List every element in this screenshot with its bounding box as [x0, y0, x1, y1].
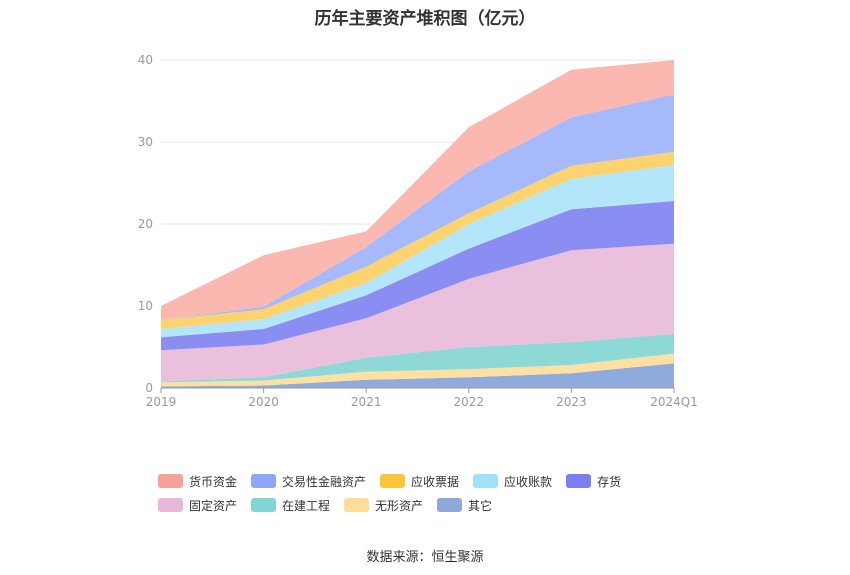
area-series-其它	[161, 363, 674, 388]
legend-item[interactable]: 固定资产	[158, 496, 237, 514]
x-tick-label: 2021	[351, 395, 382, 409]
legend-item[interactable]: 在建工程	[251, 496, 330, 514]
area-series-应收账款	[161, 165, 674, 338]
legend-item[interactable]: 交易性金融资产	[251, 472, 366, 490]
legend-label: 货币资金	[189, 474, 238, 489]
x-tick-label: 2023	[556, 395, 587, 409]
chart-legend: 货币资金 交易性金融资产 应收票据 应收账款 存货固定资产 在建工程 无形资产 其它	[158, 472, 718, 514]
x-tick-label: 2022	[454, 395, 485, 409]
legend-label: 固定资产	[189, 498, 238, 513]
x-tick-label: 2019	[146, 395, 177, 409]
y-tick-label: 0	[145, 381, 153, 395]
area-series-在建工程	[161, 333, 674, 383]
legend-swatch-icon	[251, 498, 277, 512]
legend-label: 无形资产	[375, 498, 424, 513]
y-tick-label: 10	[138, 299, 153, 313]
y-tick-label: 40	[138, 53, 153, 67]
legend-item[interactable]: 存货	[566, 472, 621, 490]
legend-swatch-icon	[380, 474, 406, 488]
legend-swatch-icon	[473, 474, 499, 488]
x-tick-label: 2024Q1	[650, 395, 698, 409]
legend-swatch-icon	[566, 474, 592, 488]
y-tick-label: 20	[138, 217, 153, 231]
area-series-无形资产	[161, 353, 674, 387]
stacked-area-chart: 0 10 20 30 40 2019 2020 2021 2022 2023 2024Q1	[138, 53, 698, 409]
legend-item[interactable]: 无形资产	[344, 496, 423, 514]
legend-swatch-icon	[158, 474, 183, 488]
legend-item[interactable]: 应收账款	[473, 472, 552, 490]
legend-label: 应收账款	[504, 474, 553, 489]
legend-label: 交易性金融资产	[282, 474, 367, 489]
legend-label: 其它	[468, 498, 493, 513]
y-tick-label: 30	[138, 135, 153, 149]
legend-label: 应收票据	[411, 474, 460, 489]
legend-item[interactable]: 应收票据	[380, 472, 459, 490]
legend-swatch-icon	[158, 498, 183, 512]
legend-label: 存货	[597, 474, 622, 489]
legend-item[interactable]: 货币资金	[158, 472, 237, 490]
chart-title: 历年主要资产堆积图（亿元）	[314, 9, 536, 29]
legend-label: 在建工程	[282, 498, 331, 513]
area-series-货币资金	[161, 60, 674, 320]
legend-swatch-icon	[251, 474, 277, 488]
area-series-存货	[161, 201, 674, 351]
area-series-应收票据	[161, 151, 674, 329]
x-tick-label: 2020	[248, 395, 279, 409]
area-series-固定资产	[161, 243, 674, 382]
area-series-交易性金融资产	[161, 94, 674, 320]
legend-swatch-icon	[437, 498, 463, 512]
legend-item[interactable]: 其它	[437, 496, 492, 514]
legend-swatch-icon	[344, 498, 370, 512]
data-source-note: 数据来源：恒生聚源	[366, 550, 484, 565]
